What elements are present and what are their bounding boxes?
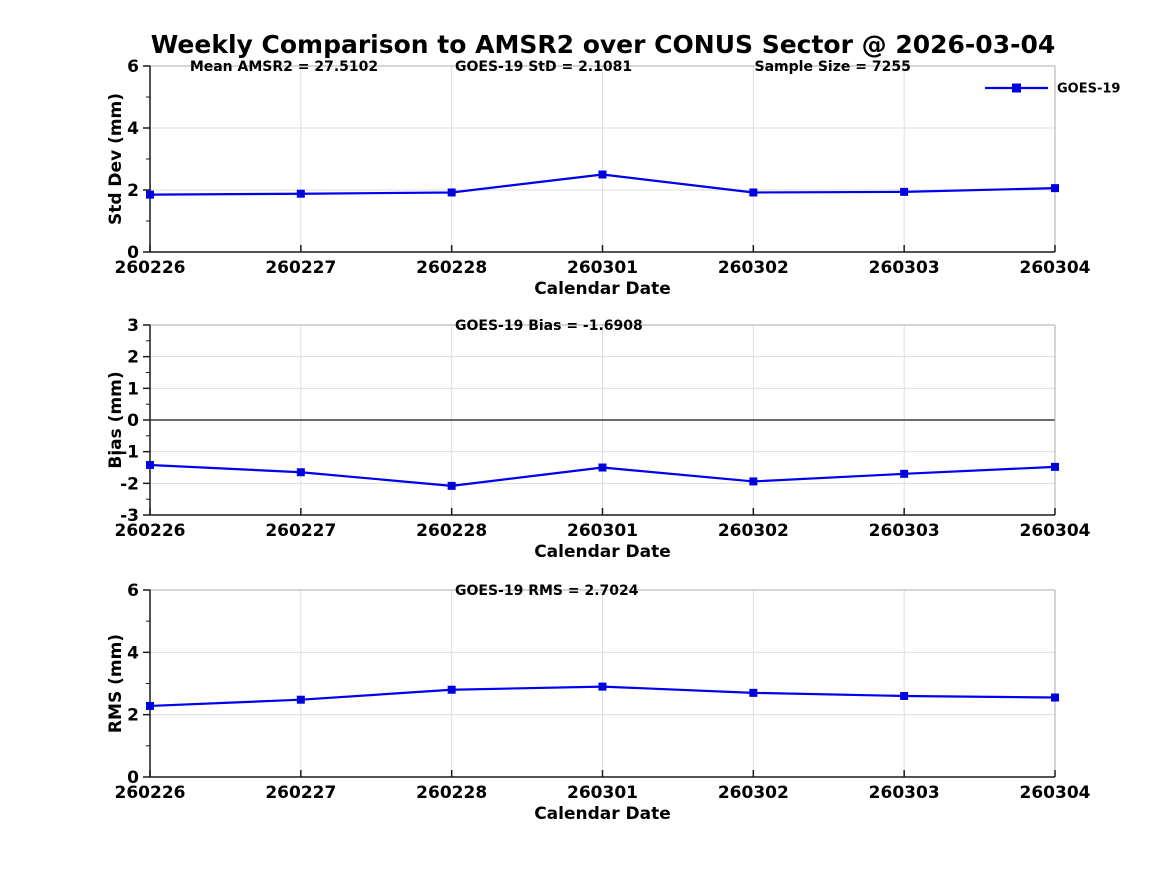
y-axis-label: Std Dev (mm) bbox=[106, 93, 126, 225]
y-tick-label: 2 bbox=[127, 181, 139, 201]
x-axis-label: Calendar Date bbox=[534, 804, 671, 824]
data-point-marker bbox=[146, 701, 154, 710]
y-tick-label: 2 bbox=[127, 348, 139, 368]
bias-chart: -3 -2 -1 0 1 2 3 260226 260227 260228 260301 260302… bbox=[106, 316, 1091, 562]
data-point-marker bbox=[146, 190, 154, 199]
data-point-marker bbox=[900, 469, 909, 478]
data-point-marker bbox=[900, 691, 909, 700]
data-point-marker bbox=[296, 189, 305, 198]
x-tick-label: 260302 bbox=[718, 521, 789, 541]
x-tick-label: 260228 bbox=[416, 783, 487, 803]
data-point-marker bbox=[598, 170, 607, 179]
x-tick-label: 260303 bbox=[869, 783, 940, 803]
x-tick-label: 260302 bbox=[718, 783, 789, 803]
x-tick-label: 260303 bbox=[869, 521, 940, 541]
x-tick-label: 260228 bbox=[416, 258, 487, 278]
x-tick-label: 260301 bbox=[567, 783, 638, 803]
y-tick-label: -2 bbox=[120, 474, 139, 494]
x-tick-label: 260303 bbox=[869, 258, 940, 278]
stddev-chart: 0 2 4 6 260226 260227 260228 260301 260302 260303… bbox=[106, 57, 1120, 299]
y-tick-label: -3 bbox=[120, 506, 139, 526]
data-point-marker bbox=[749, 188, 758, 197]
x-tick-label: 260301 bbox=[567, 258, 638, 278]
annotation-text: Mean AMSR2 = 27.5102 bbox=[190, 59, 378, 75]
data-point-marker bbox=[146, 460, 154, 469]
annotation-text: GOES-19 Bias = -1.6908 bbox=[455, 318, 643, 334]
x-tick-label: 260227 bbox=[265, 783, 336, 803]
y-tick-label: 6 bbox=[127, 581, 139, 601]
data-point-marker bbox=[598, 463, 607, 472]
legend: GOES-19 bbox=[985, 82, 1120, 97]
x-tick-label: 260302 bbox=[718, 258, 789, 278]
x-tick-label: 260228 bbox=[416, 521, 487, 541]
data-point-marker bbox=[447, 481, 456, 490]
x-tick-label: 260304 bbox=[1020, 521, 1091, 541]
legend-label: GOES-19 bbox=[1057, 82, 1120, 97]
data-point-marker bbox=[900, 187, 909, 196]
y-tick-label: 3 bbox=[127, 316, 139, 336]
x-tick-label: 260304 bbox=[1020, 258, 1091, 278]
y-tick-label: -1 bbox=[120, 443, 139, 463]
y-tick-label: 0 bbox=[127, 411, 139, 431]
data-point-marker bbox=[447, 188, 456, 197]
data-point-marker bbox=[749, 477, 758, 486]
y-tick-label: 1 bbox=[127, 379, 139, 399]
data-point-marker bbox=[296, 468, 305, 477]
x-tick-label: 260226 bbox=[115, 521, 186, 541]
x-axis-label: Calendar Date bbox=[534, 542, 671, 562]
y-tick-label: 6 bbox=[127, 57, 139, 77]
x-tick-label: 260301 bbox=[567, 521, 638, 541]
rms-chart: 0 2 4 6 260226 260227 260228 260301 260302 260303… bbox=[106, 581, 1091, 824]
data-point-marker bbox=[749, 688, 758, 697]
figure-title: Weekly Comparison to AMSR2 over CONUS Se… bbox=[150, 30, 1056, 59]
y-tick-label: 4 bbox=[127, 643, 139, 663]
y-tick-label: 2 bbox=[127, 706, 139, 726]
x-tick-label: 260226 bbox=[115, 258, 186, 278]
data-point-marker bbox=[1051, 184, 1059, 193]
x-tick-label: 260227 bbox=[265, 521, 336, 541]
x-tick-label: 260304 bbox=[1020, 783, 1091, 803]
data-point-marker bbox=[598, 682, 607, 691]
y-tick-label: 0 bbox=[127, 768, 139, 788]
data-point-marker bbox=[1051, 462, 1059, 471]
y-axis-label: Bias (mm) bbox=[106, 371, 126, 468]
x-axis-label: Calendar Date bbox=[534, 279, 671, 299]
annotation-text: GOES-19 RMS = 2.7024 bbox=[455, 583, 639, 599]
y-tick-label: 0 bbox=[127, 243, 139, 263]
y-axis-label: RMS (mm) bbox=[106, 634, 126, 733]
x-tick-label: 260226 bbox=[115, 783, 186, 803]
y-tick-label: 4 bbox=[127, 119, 139, 139]
annotation-text: Sample Size = 7255 bbox=[755, 59, 911, 75]
legend-marker-icon bbox=[1012, 83, 1021, 93]
data-point-marker bbox=[296, 695, 305, 704]
data-point-marker bbox=[447, 685, 456, 694]
x-tick-label: 260227 bbox=[265, 258, 336, 278]
data-point-marker bbox=[1051, 693, 1059, 702]
annotation-text: GOES-19 StD = 2.1081 bbox=[455, 59, 632, 75]
